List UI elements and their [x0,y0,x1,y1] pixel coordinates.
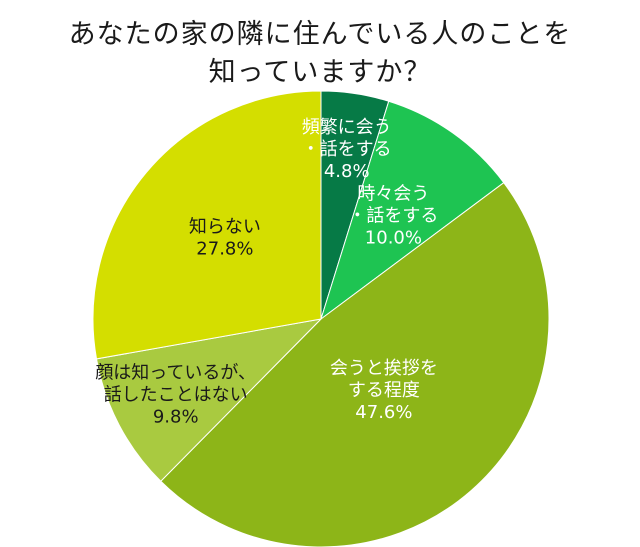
pie-slices [92,90,550,547]
pie-slice-label-0-0: 頻繁に会う [302,117,392,138]
pie-slice-label-3-0: 顔は知っているが、 [95,362,256,383]
pie-slice-value-4: 27.8% [196,239,253,260]
pie-slice-label-3-1: 話したことはない [104,384,248,405]
chart-title-line-1: あなたの家の隣に住んでいる人のことを [68,19,572,50]
pie-slice-label-0-1: ・話をする [302,139,392,160]
chart-title-line-2: 知っていますか？ [208,57,432,88]
pie-slice-label-1-0: 時々会う [357,184,429,205]
pie-slice-label-1-1: ・話をする [348,206,438,227]
pie-slice-value-1: 10.0% [365,228,422,249]
pie-slice-2 [160,181,550,547]
pie-slice-label-2-1: する程度 [348,380,420,401]
pie-slice-value-3: 9.8% [153,406,199,427]
pie-slice-3 [95,318,323,482]
pie-labels: 頻繁に会う・話をする4.8%時々会う・話をする10.0%会うと挨拶をする程度47… [95,117,438,427]
pie-slice-1 [320,100,505,321]
pie-slice-4 [92,90,322,360]
pie-slice-label-4-0: 知らない [189,217,261,238]
pie-slice-value-2: 47.6% [355,402,412,423]
pie-slice-label-2-0: 会うと挨拶を [330,358,438,379]
pie-slice-value-0: 4.8% [324,161,370,182]
